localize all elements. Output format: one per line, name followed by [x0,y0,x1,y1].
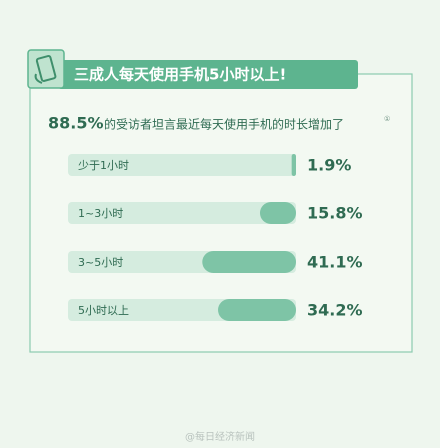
category-label: 3~5小时 [78,256,123,269]
subtitle: 的受访者坦言最近每天使用手机的时长增加了 [104,117,344,132]
bar [202,251,296,273]
phone-icon [34,55,57,84]
bar-track [68,154,296,176]
note-mark: ① [384,115,390,123]
bar [218,299,296,321]
bar-track [68,202,296,224]
category-label: 少于1小时 [78,159,129,172]
highlight: 88.5% [48,114,104,133]
value-label: 34.2% [307,301,363,320]
chart-title: 三成人每天使用手机5小时以上! [74,66,286,84]
watermark: @每日经济新闻 [185,430,255,443]
value-label: 15.8% [307,204,363,223]
value-label: 1.9% [307,156,351,175]
bar [291,154,296,176]
value-label: 41.1% [307,253,363,272]
category-label: 1~3小时 [78,207,123,220]
bar [259,202,296,224]
title-banner [58,60,358,89]
category-label: 5小时以上 [78,304,129,317]
